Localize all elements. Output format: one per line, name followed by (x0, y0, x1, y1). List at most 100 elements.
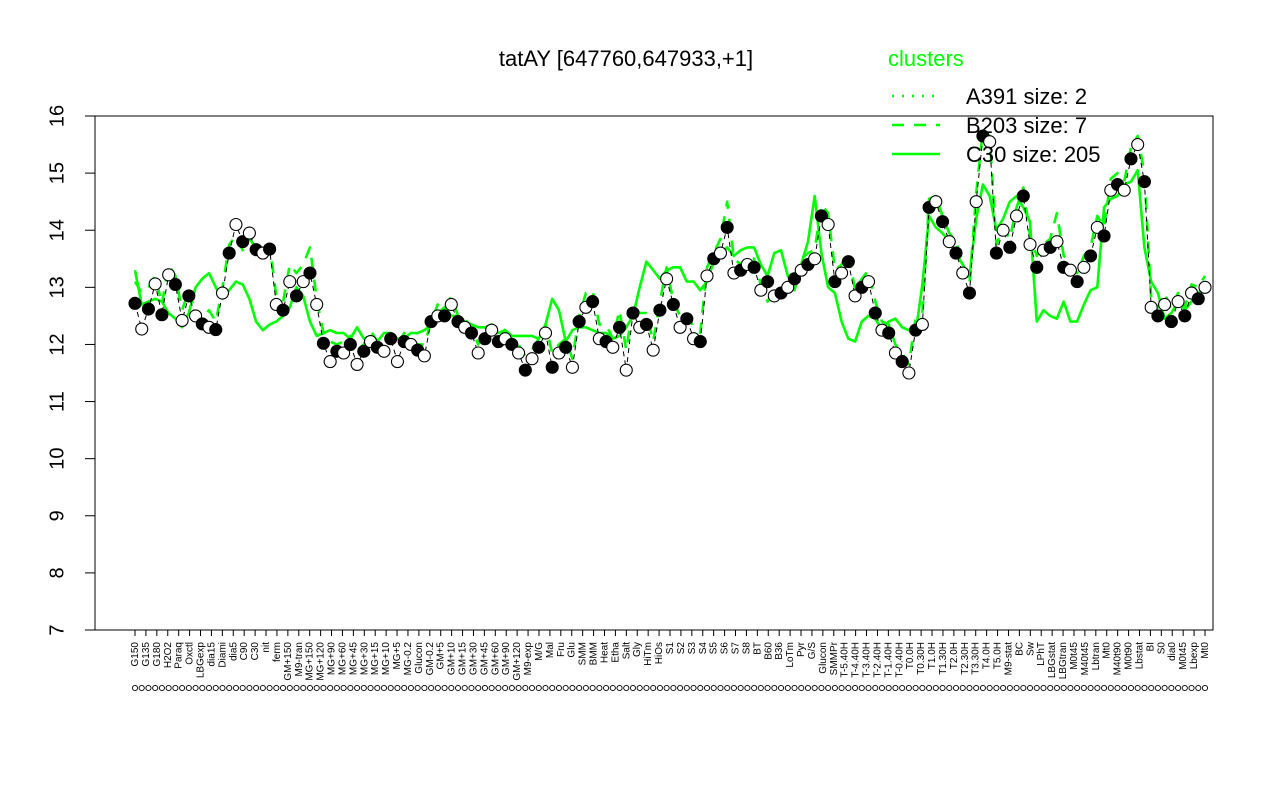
x-tick-label: M0t90 (1124, 642, 1135, 670)
rug-marker (636, 684, 643, 692)
rug-marker (1000, 684, 1007, 692)
x-tick-label: S1 (665, 642, 676, 655)
rug-marker (1121, 684, 1128, 692)
rug-marker (858, 684, 865, 692)
rug-marker (952, 684, 960, 692)
data-point (700, 269, 714, 283)
data-point (1097, 229, 1111, 243)
data-point (646, 343, 660, 357)
y-tick-label: 14 (46, 219, 68, 241)
x-tick-label: T0.0H (905, 642, 916, 669)
x-tick-label: Mt0 (1102, 642, 1113, 659)
rug-marker (320, 684, 327, 692)
rug-marker (185, 684, 192, 692)
data-point (828, 275, 842, 289)
data-point (229, 217, 243, 232)
rug-marker (199, 684, 206, 692)
x-tick-label: GM+90 (501, 642, 512, 676)
data-point (1010, 209, 1024, 223)
data-point (841, 255, 855, 269)
data-point (929, 195, 943, 209)
data-point (357, 344, 371, 358)
x-tick-label: Etha (610, 642, 621, 663)
data-point (754, 283, 768, 297)
rug-marker (535, 684, 542, 692)
data-point (478, 332, 492, 346)
x-tick-label: T-4.40H (851, 642, 862, 678)
data-point (902, 366, 916, 380)
rug-marker (966, 684, 973, 692)
x-tick-label: MG+120 (316, 642, 327, 681)
x-tick-label: H2O2 (163, 642, 174, 669)
x-tick-label: LBGexp (196, 642, 207, 679)
rug-marker (730, 684, 737, 692)
rug-marker (313, 684, 320, 692)
x-tick-label: T-5.40H (840, 642, 851, 678)
data-point (518, 363, 532, 377)
rug-marker (663, 684, 670, 692)
rug-marker (555, 684, 563, 692)
rug-marker (791, 684, 798, 692)
rug-marker (401, 684, 408, 692)
x-tick-label: LoTm (785, 642, 796, 668)
data-point (1164, 315, 1178, 329)
data-point (626, 306, 640, 320)
rug-marker (1141, 684, 1148, 692)
x-tick-label: T2.0H (949, 642, 960, 669)
data-point (141, 302, 156, 316)
rug-marker (616, 684, 623, 692)
x-tick-label: GM+10 (447, 642, 458, 676)
rug-marker (286, 684, 293, 692)
data-point (545, 360, 559, 374)
rug-marker (1107, 684, 1114, 692)
rug-marker (1033, 684, 1040, 692)
x-tick-label: MG+5 (392, 642, 403, 670)
rug-marker (926, 684, 933, 692)
rug-marker (273, 684, 280, 692)
data-point (586, 295, 600, 309)
rug-marker (1114, 684, 1121, 692)
rug-marker (528, 684, 536, 692)
data-point (215, 286, 230, 300)
rug-marker (562, 684, 569, 692)
y-axis: 7 8 9 10 11 12 13 14 15 16 (46, 105, 96, 636)
rug-marker (232, 684, 239, 692)
data-point (895, 355, 909, 369)
rug-marker (454, 684, 462, 692)
x-tick-label: Lbstat (1134, 642, 1145, 669)
rug-marker (603, 684, 610, 692)
data-point (612, 320, 627, 334)
data-point (310, 297, 324, 312)
data-point (350, 357, 364, 371)
x-tick-label: T-0.40H (894, 642, 905, 678)
rug-marker (697, 684, 704, 692)
rug-marker (643, 684, 650, 692)
rug-marker (387, 684, 394, 692)
rug-marker (690, 684, 697, 692)
rug-marker (212, 684, 219, 692)
x-tick-label: M9-stat (1003, 642, 1014, 676)
data-point (283, 275, 297, 289)
rug-marker (703, 684, 711, 692)
rug-marker (959, 684, 966, 692)
x-tick-label: T4.0H (982, 642, 993, 669)
x-tick-label: BMM (589, 642, 600, 665)
rug-marker (576, 684, 583, 692)
rug-marker (280, 684, 287, 692)
data-point (848, 289, 862, 303)
rug-marker (623, 684, 630, 692)
data-point (377, 344, 391, 358)
rug-marker (798, 684, 805, 692)
rug-marker (179, 684, 186, 692)
x-tick-label: S5 (709, 642, 720, 655)
x-tick-label: Glucon (414, 642, 425, 674)
rug-marker (724, 684, 731, 692)
x-tick-label: Salt (621, 642, 632, 659)
rug-marker (946, 684, 953, 692)
data-point (209, 323, 223, 337)
data-point (673, 320, 687, 334)
data-point (915, 317, 929, 332)
x-tick-label: M9-tran (294, 642, 305, 676)
data-point (337, 346, 351, 360)
data-point (949, 246, 963, 260)
